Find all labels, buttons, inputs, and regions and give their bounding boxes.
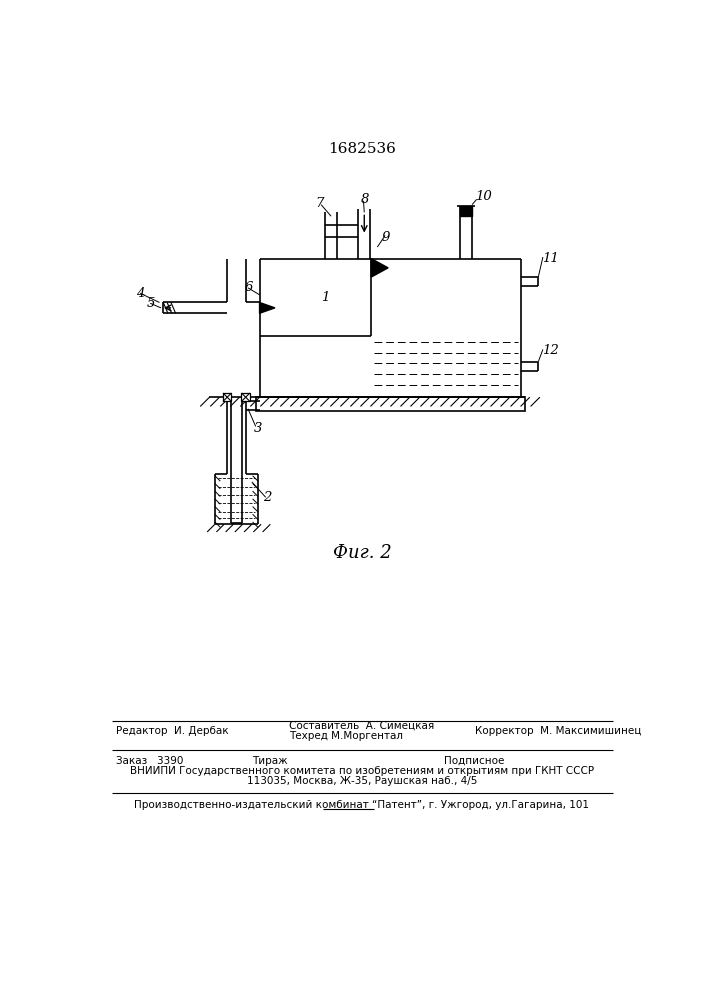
Text: 2: 2: [264, 491, 271, 504]
Text: Заказ   3390: Заказ 3390: [115, 756, 183, 766]
Text: 5: 5: [146, 297, 155, 310]
Text: Производственно-издательский комбинат “Патент”, г. Ужгород, ул.Гагарина, 101: Производственно-издательский комбинат “П…: [134, 800, 590, 810]
Text: 113035, Москва, Ж-35, Раушская наб., 4/5: 113035, Москва, Ж-35, Раушская наб., 4/5: [247, 776, 477, 786]
Text: 9: 9: [381, 231, 390, 244]
Text: Редактор  И. Дербак: Редактор И. Дербак: [115, 726, 228, 736]
Polygon shape: [371, 259, 388, 277]
Text: 8: 8: [361, 193, 370, 206]
Text: Составитель  А. Симецкая: Составитель А. Симецкая: [288, 721, 434, 731]
Text: Корректор  М. Максимишинец: Корректор М. Максимишинец: [475, 726, 641, 736]
Text: 3: 3: [253, 422, 262, 434]
Text: 1: 1: [321, 291, 329, 304]
Text: Фиг. 2: Фиг. 2: [332, 544, 392, 562]
Bar: [256, 397, 525, 411]
Polygon shape: [259, 302, 275, 313]
Text: ВНИИПИ Государственного комитета по изобретениям и открытиям при ГКНТ СССР: ВНИИПИ Государственного комитета по изоб…: [130, 766, 594, 776]
Text: 11: 11: [542, 252, 559, 265]
Text: 7: 7: [316, 197, 324, 210]
Text: 6: 6: [244, 281, 252, 294]
Polygon shape: [460, 206, 472, 216]
Bar: [242, 393, 250, 401]
Text: Техред М.Моргентал: Техред М.Моргентал: [288, 731, 403, 741]
Text: Тираж: Тираж: [252, 756, 288, 766]
Bar: [223, 393, 231, 401]
Text: 1682536: 1682536: [328, 142, 396, 156]
Text: 4: 4: [136, 287, 145, 300]
Text: 12: 12: [542, 344, 559, 358]
Text: 10: 10: [475, 190, 492, 204]
Text: Подписное: Подписное: [444, 756, 505, 766]
